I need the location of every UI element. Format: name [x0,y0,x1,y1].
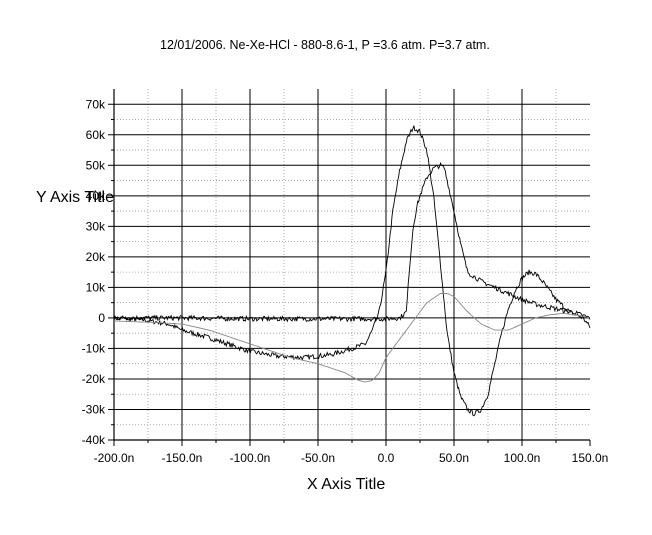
y-tick-label: -10k [82,341,106,355]
series-line-1 [113,125,591,417]
x-tick-label: -100.0n [230,451,271,465]
y-tick-label: 70k [86,97,106,111]
y-tick-label: 40k [86,189,106,203]
x-tick-label: -200.0n [94,451,135,465]
x-tick-label: 150.0n [572,451,609,465]
chart-title: 12/01/2006. Ne-Xe-HCl - 880-8.6-1, P =3.… [160,38,490,52]
y-tick-label: 60k [86,128,106,142]
y-tick-label: 30k [86,219,106,233]
y-tick-label: -20k [82,372,106,386]
series-line-3 [114,293,590,383]
series-line-2 [113,161,591,323]
x-tick-label: 100.0n [504,451,541,465]
x-tick-label: -50.0n [301,451,335,465]
y-tick-label: -40k [82,433,106,447]
x-tick-label: -150.0n [162,451,203,465]
y-tick-label: 20k [86,250,106,264]
x-axis-title: X Axis Title [307,476,386,493]
x-tick-label: 50.0n [439,451,469,465]
y-axis-title: Y Axis Title [36,189,114,206]
y-tick-label: -30k [82,402,106,416]
x-tick-label: 0.0 [378,451,395,465]
y-tick-label: 10k [86,280,106,294]
y-tick-label: 50k [86,158,106,172]
y-tick-label: 0 [98,311,105,325]
